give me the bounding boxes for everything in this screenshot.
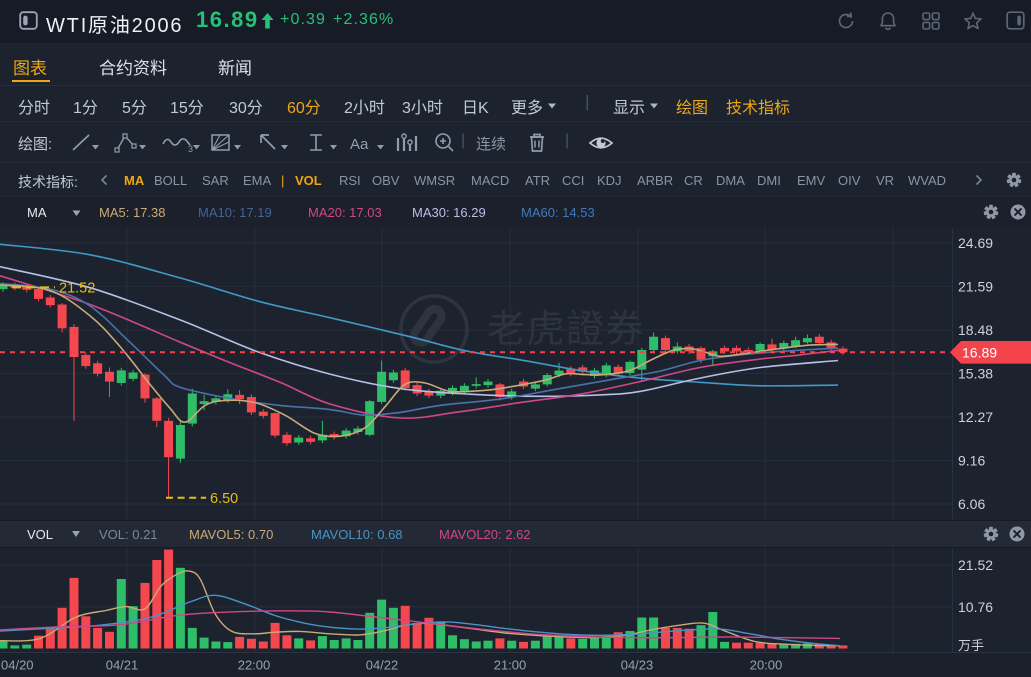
svg-text:04/23: 04/23: [621, 658, 654, 673]
svg-text:12.27: 12.27: [958, 409, 993, 425]
svg-text:6.06: 6.06: [958, 496, 985, 512]
svg-text:15.38: 15.38: [958, 365, 993, 381]
svg-text:Aa: Aa: [350, 136, 369, 153]
svg-text:VOL: VOL: [27, 527, 53, 542]
svg-text:MAVOL10: 0.68: MAVOL10: 0.68: [311, 527, 403, 542]
svg-text:18.48: 18.48: [958, 322, 993, 338]
svg-text:6.50: 6.50: [210, 491, 238, 507]
svg-text:老虎證券: 老虎證券: [487, 309, 645, 351]
svg-text:21.52: 21.52: [958, 557, 993, 573]
svg-text:24.69: 24.69: [958, 235, 993, 251]
svg-text:万手: 万手: [958, 638, 984, 653]
svg-text:9.16: 9.16: [958, 453, 985, 469]
svg-text:04/22: 04/22: [366, 658, 399, 673]
svg-text:21.59: 21.59: [958, 278, 993, 294]
svg-text:21:00: 21:00: [494, 658, 527, 673]
svg-text:3: 3: [188, 144, 193, 154]
svg-text:16.89: 16.89: [962, 344, 997, 360]
svg-text:MAVOL20: 2.62: MAVOL20: 2.62: [439, 527, 531, 542]
svg-text:10.76: 10.76: [958, 599, 993, 615]
svg-text:22:00: 22:00: [238, 658, 271, 673]
svg-text:04/21: 04/21: [106, 658, 139, 673]
svg-text:20:00: 20:00: [750, 658, 783, 673]
svg-text:04/20: 04/20: [1, 658, 34, 673]
svg-text:21.52: 21.52: [59, 280, 95, 296]
svg-text:VOL: 0.21: VOL: 0.21: [99, 527, 158, 542]
svg-text:MAVOL5: 0.70: MAVOL5: 0.70: [189, 527, 273, 542]
